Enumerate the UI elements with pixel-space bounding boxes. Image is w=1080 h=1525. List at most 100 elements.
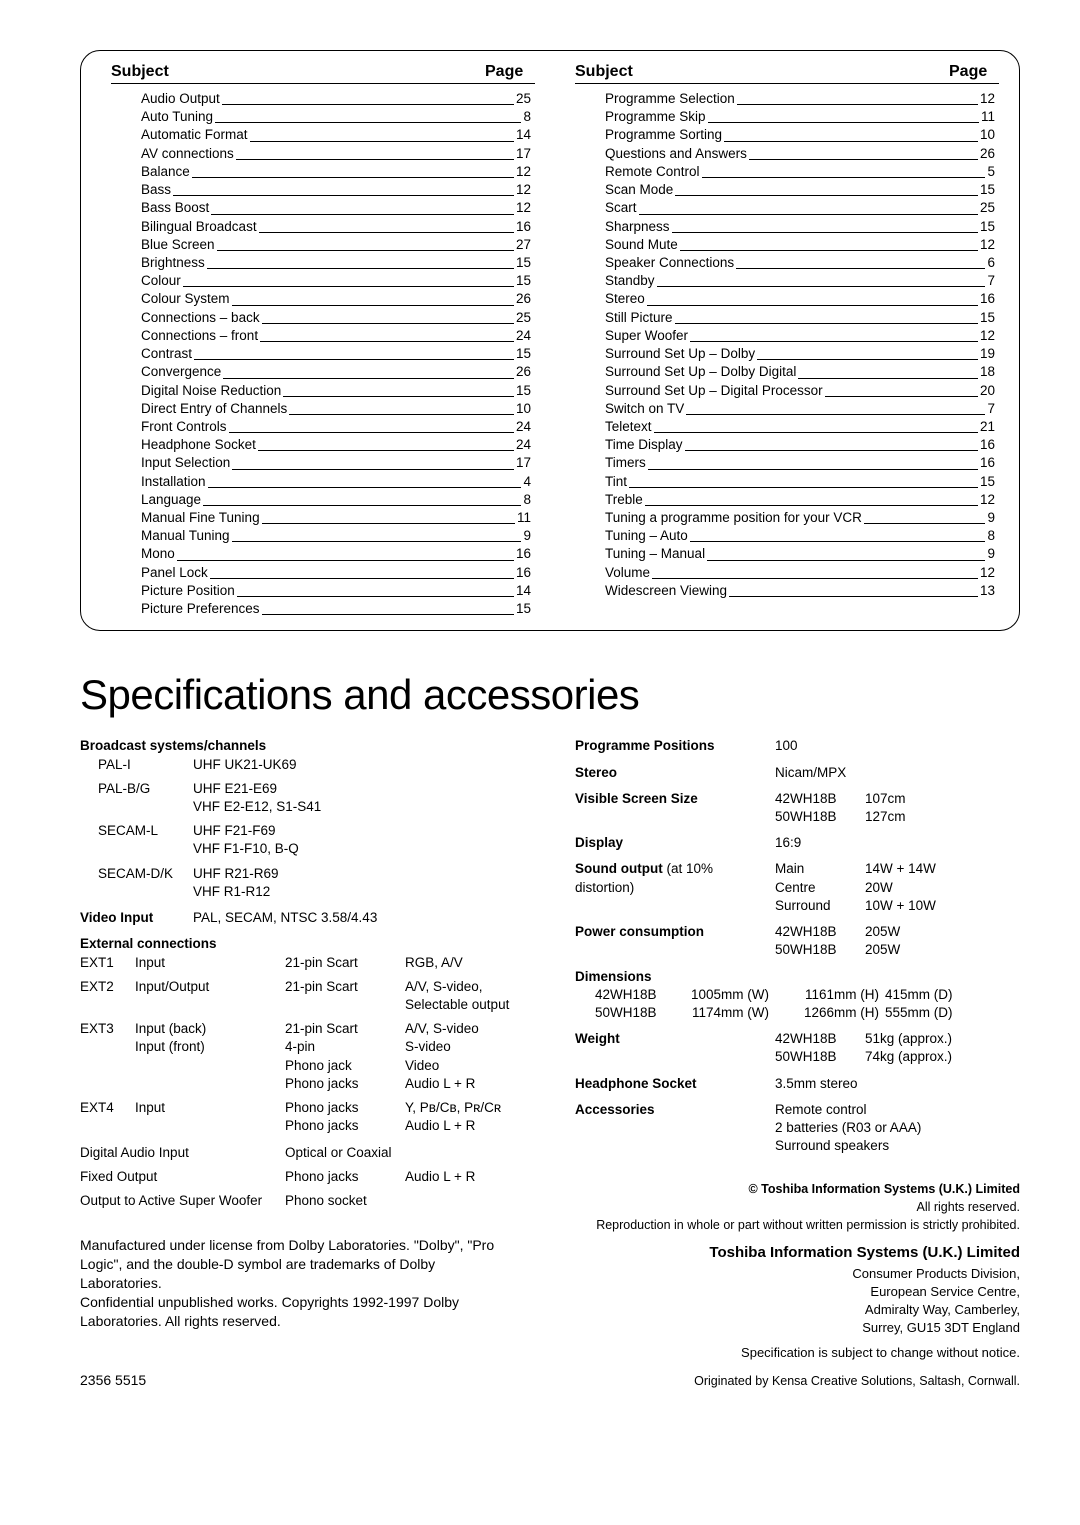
index-subject: Surround Set Up – Dolby: [605, 345, 755, 363]
spec-sub-value: 205W: [865, 923, 900, 941]
spec-sub-label: Centre: [775, 879, 865, 897]
leader-line: [210, 578, 514, 579]
index-row: Installation4: [141, 473, 535, 491]
leader-line: [685, 450, 978, 451]
dim-width: 1174mm (W): [665, 1004, 775, 1022]
video-input-value: PAL, SECAM, NTSC 3.58/4.43: [193, 909, 385, 927]
ext-connector: 21-pin Scart4-pinPhono jackPhono jacks: [285, 1020, 405, 1093]
leader-line: [262, 523, 515, 524]
dimensions-label: Dimensions: [575, 968, 1020, 986]
index-row: Time Display16: [605, 436, 999, 454]
header-subject: Subject: [575, 63, 949, 81]
index-row: Direct Entry of Channels 10: [141, 400, 535, 418]
index-page: 12: [980, 491, 999, 509]
leader-line: [217, 250, 514, 251]
header-subject: Subject: [111, 63, 485, 81]
leader-line: [232, 541, 522, 542]
index-page: 17: [516, 145, 535, 163]
index-row: Remote Control5: [605, 163, 999, 181]
index-page: 20: [980, 382, 999, 400]
index-row: Surround Set Up – Dolby Digital18: [605, 363, 999, 381]
ext-connector: Phono jacksPhono jacks: [285, 1099, 405, 1135]
index-row: Panel Lock16: [141, 564, 535, 582]
leader-line: [203, 505, 521, 506]
index-page: 12: [980, 564, 999, 582]
index-page: 26: [516, 290, 535, 308]
index-row: Timers16: [605, 454, 999, 472]
spec-right-column: Programme Positions100StereoNicam/MPX Vi…: [575, 737, 1020, 1361]
fixed-label: Fixed Output: [80, 1168, 285, 1186]
index-subject: Bilingual Broadcast: [141, 218, 257, 236]
ext-id: EXT4: [80, 1099, 135, 1135]
index-row: Tuning – Auto8: [605, 527, 999, 545]
index-page: 11: [517, 509, 535, 527]
index-subject: Timers: [605, 454, 646, 472]
company-name: Toshiba Information Systems (U.K.) Limit…: [575, 1242, 1020, 1263]
index-row: Sharpness 15: [605, 218, 999, 236]
leader-line: [211, 214, 514, 215]
index-subject: Blue Screen: [141, 236, 215, 254]
leader-line: [215, 122, 521, 123]
video-input-label: Video Input: [80, 909, 193, 927]
index-row: Tuning a programme position for your VCR…: [605, 509, 999, 527]
spec-sub-label: 50WH18B: [775, 1048, 865, 1066]
leader-line: [183, 286, 514, 287]
spec-sub-value: 205W: [865, 941, 900, 959]
index-page: 16: [516, 218, 535, 236]
broadcast-channels: UHF F21-F69VHF F1-F10, B-Q: [193, 822, 307, 858]
leader-line: [652, 578, 978, 579]
accessories-value: Remote control2 batteries (R03 or AAA)Su…: [775, 1101, 1020, 1156]
index-page: 7: [987, 272, 999, 290]
spec-label: Stereo: [575, 764, 775, 782]
weight-label: Weight: [575, 1030, 775, 1066]
power-label: Power consumption: [575, 923, 775, 959]
index-subject: Super Woofer: [605, 327, 688, 345]
ext-signal: Y, Pʙ/Cʙ, Pʀ/CʀAudio L + R: [405, 1099, 525, 1135]
index-subject: Direct Entry of Channels: [141, 400, 287, 418]
leader-line: [232, 469, 514, 470]
index-row: Programme Selection12: [605, 90, 999, 108]
index-subject: Programme Selection: [605, 90, 735, 108]
index-row: Speaker Connections6: [605, 254, 999, 272]
dai-label: Digital Audio Input: [80, 1144, 285, 1162]
index-subject: Tuning – Manual: [605, 545, 705, 563]
header-page: Page: [949, 63, 999, 81]
spec-sub-label: 42WH18B: [775, 923, 865, 941]
ext-direction: Input/Output: [135, 978, 285, 1014]
leader-line: [736, 268, 985, 269]
ext-id: EXT1: [80, 954, 135, 972]
index-row: Input Selection17: [141, 454, 535, 472]
index-page: 12: [516, 163, 535, 181]
index-page: 15: [516, 382, 535, 400]
index-row: Connections – front24: [141, 327, 535, 345]
index-row: Still Picture15: [605, 309, 999, 327]
broadcast-system: PAL-B/G: [98, 780, 193, 816]
leader-line: [729, 596, 978, 597]
index-subject: Widescreen Viewing: [605, 582, 727, 600]
copyright-line1: © Toshiba Information Systems (U.K.) Lim…: [575, 1180, 1020, 1198]
index-row: Bass Boost12: [141, 199, 535, 217]
leader-line: [675, 323, 978, 324]
index-subject: Convergence: [141, 363, 221, 381]
index-subject: Sharpness: [605, 218, 670, 236]
index-page: 21: [980, 418, 999, 436]
index-page: 15: [516, 254, 535, 272]
index-page: 15: [980, 218, 999, 236]
index-row: Brightness15: [141, 254, 535, 272]
spec-value: 100: [775, 737, 1020, 755]
index-subject: Treble: [605, 491, 643, 509]
dim-model: 42WH18B: [575, 986, 665, 1004]
index-subject: Installation: [141, 473, 206, 491]
leader-line: [647, 305, 978, 306]
ext-direction: Input (back)Input (front): [135, 1020, 285, 1093]
spec-sub-label: 42WH18B: [775, 1030, 865, 1048]
index-page: 10: [516, 400, 535, 418]
index-row: Scart25: [605, 199, 999, 217]
index-subject: Tint: [605, 473, 627, 491]
index-row: Digital Noise Reduction15: [141, 382, 535, 400]
broadcast-heading: Broadcast systems/channels: [80, 737, 525, 755]
leader-line: [262, 323, 514, 324]
index-page: 16: [516, 545, 535, 563]
spec-sub-value: 74kg (approx.): [865, 1048, 952, 1066]
index-subject: Remote Control: [605, 163, 700, 181]
